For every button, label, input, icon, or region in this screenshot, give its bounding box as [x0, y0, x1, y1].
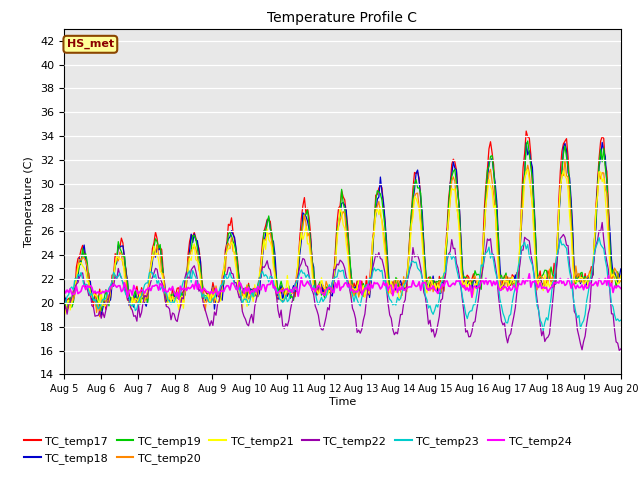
TC_temp20 — [255, 279, 263, 285]
TC_temp22 — [60, 308, 68, 314]
TC_temp23 — [226, 269, 234, 275]
TC_temp18 — [60, 297, 68, 303]
TC_temp17 — [617, 275, 625, 280]
TC_temp18 — [598, 140, 606, 145]
TC_temp22 — [303, 264, 311, 269]
TC_temp24 — [129, 292, 136, 298]
TC_temp24 — [255, 287, 263, 292]
TC_temp21 — [617, 273, 625, 279]
TC_temp17 — [102, 307, 109, 312]
Line: TC_temp17: TC_temp17 — [64, 131, 621, 310]
TC_temp19 — [617, 276, 625, 282]
TC_temp23 — [129, 303, 136, 309]
TC_temp19 — [255, 274, 263, 280]
Line: TC_temp22: TC_temp22 — [64, 223, 621, 350]
TC_temp18 — [305, 226, 313, 232]
TC_temp20 — [305, 230, 313, 236]
TC_temp22 — [254, 289, 262, 295]
TC_temp21 — [244, 291, 252, 297]
TC_temp18 — [617, 266, 625, 272]
TC_temp20 — [617, 277, 625, 283]
TC_temp19 — [228, 233, 236, 239]
Line: TC_temp24: TC_temp24 — [64, 274, 621, 300]
TC_temp24 — [525, 271, 533, 276]
TC_temp17 — [246, 290, 254, 296]
TC_temp22 — [598, 220, 606, 226]
TC_temp20 — [589, 264, 596, 270]
TC_temp22 — [616, 348, 623, 353]
TC_temp18 — [588, 276, 595, 281]
TC_temp17 — [130, 303, 138, 309]
TC_temp19 — [305, 222, 313, 228]
TC_temp21 — [226, 243, 234, 249]
Legend: TC_temp17, TC_temp18, TC_temp19, TC_temp20, TC_temp21, TC_temp22, TC_temp23, TC_: TC_temp17, TC_temp18, TC_temp19, TC_temp… — [19, 432, 576, 468]
TC_temp21 — [60, 314, 68, 320]
Y-axis label: Temperature (C): Temperature (C) — [24, 156, 35, 247]
TC_temp17 — [589, 272, 596, 278]
TC_temp22 — [617, 346, 625, 352]
TC_temp24 — [228, 280, 236, 286]
Line: TC_temp20: TC_temp20 — [64, 160, 621, 317]
TC_temp18 — [97, 313, 105, 319]
TC_temp24 — [175, 297, 182, 302]
TC_temp21 — [303, 241, 311, 247]
TC_temp23 — [595, 235, 603, 240]
TC_temp18 — [255, 290, 263, 296]
Line: TC_temp21: TC_temp21 — [64, 169, 621, 317]
Line: TC_temp23: TC_temp23 — [64, 238, 621, 330]
TC_temp24 — [305, 281, 313, 287]
TC_temp20 — [96, 314, 104, 320]
TC_temp23 — [617, 317, 625, 323]
TC_temp21 — [254, 293, 262, 299]
TC_temp19 — [97, 308, 105, 313]
Title: Temperature Profile C: Temperature Profile C — [268, 11, 417, 25]
TC_temp24 — [589, 283, 596, 288]
TC_temp17 — [255, 276, 263, 282]
TC_temp23 — [254, 284, 262, 290]
TC_temp20 — [561, 157, 569, 163]
TC_temp22 — [226, 264, 234, 270]
TC_temp23 — [588, 271, 595, 277]
Line: TC_temp18: TC_temp18 — [64, 143, 621, 316]
TC_temp20 — [60, 306, 68, 312]
Line: TC_temp19: TC_temp19 — [64, 141, 621, 311]
TC_temp22 — [244, 323, 252, 329]
TC_temp23 — [244, 302, 252, 308]
TC_temp17 — [60, 289, 68, 295]
TC_temp19 — [130, 292, 138, 298]
TC_temp24 — [246, 291, 254, 297]
TC_temp21 — [588, 275, 595, 280]
Text: HS_met: HS_met — [67, 39, 114, 49]
TC_temp19 — [524, 138, 532, 144]
TC_temp17 — [228, 215, 236, 221]
TC_temp21 — [129, 294, 136, 300]
TC_temp17 — [522, 128, 530, 134]
TC_temp23 — [60, 298, 68, 303]
TC_temp18 — [246, 286, 254, 292]
TC_temp18 — [130, 304, 138, 310]
TC_temp22 — [586, 305, 594, 311]
TC_temp23 — [540, 327, 547, 333]
TC_temp19 — [246, 287, 254, 293]
TC_temp19 — [60, 308, 68, 313]
TC_temp17 — [305, 215, 313, 220]
TC_temp19 — [589, 270, 596, 276]
TC_temp20 — [130, 295, 138, 301]
TC_temp20 — [228, 235, 236, 240]
TC_temp20 — [246, 296, 254, 302]
TC_temp21 — [524, 167, 532, 172]
TC_temp22 — [129, 307, 136, 313]
X-axis label: Time: Time — [329, 397, 356, 407]
TC_temp18 — [228, 228, 236, 233]
TC_temp23 — [303, 272, 311, 277]
TC_temp24 — [617, 286, 625, 291]
TC_temp24 — [60, 287, 68, 292]
